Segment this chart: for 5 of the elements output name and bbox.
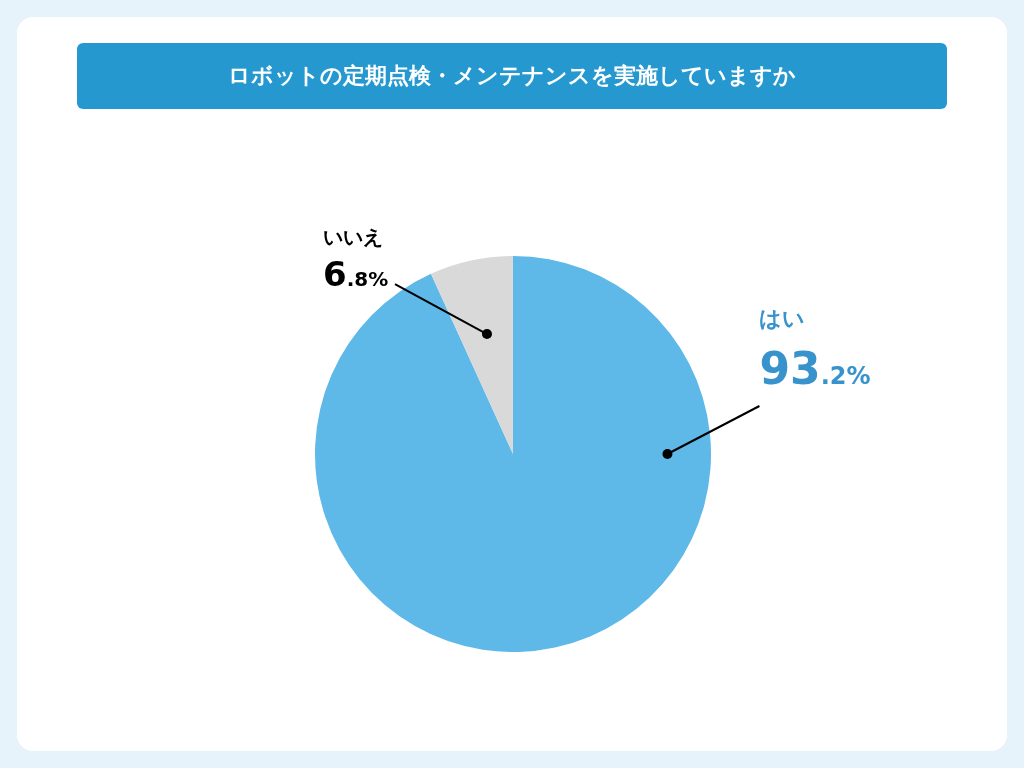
chart-title: ロボットの定期点検・メンテナンスを実施していますか — [77, 43, 947, 109]
data-label: 6.8% — [322, 254, 389, 295]
slice-label: いいえ — [322, 225, 383, 250]
data-label: 93.2% — [759, 343, 871, 394]
slice-label: はい — [759, 306, 806, 331]
